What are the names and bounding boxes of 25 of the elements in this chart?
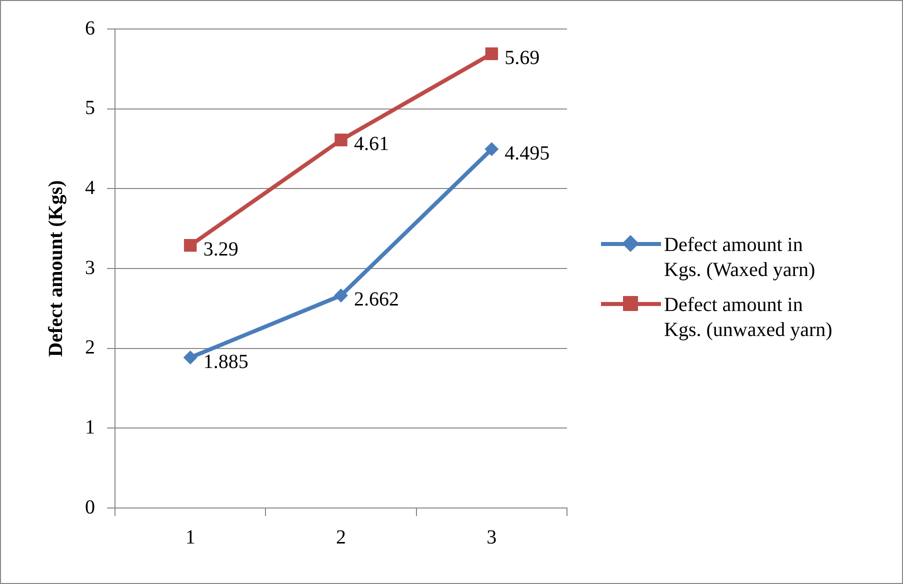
data-label: 4.61	[354, 133, 389, 156]
data-label: 4.495	[504, 142, 550, 164]
point	[484, 142, 499, 156]
y-tick-label: 1	[85, 416, 95, 438]
point	[183, 350, 198, 365]
legend-label: Defect amount in Kgs. (unwaxed yarn)	[664, 293, 834, 343]
x-tick-label: 2	[336, 526, 346, 548]
data-label: 2.662	[354, 288, 399, 311]
point	[485, 47, 498, 60]
data-label: 5.69	[504, 47, 540, 69]
y-tick-label: 6	[85, 17, 95, 40]
legend-label: Defect amount in Kgs. (Waxed yarn)	[664, 233, 816, 283]
x-tick-label: 3	[486, 526, 497, 548]
point	[334, 134, 348, 146]
x-tick-label: 1	[185, 526, 196, 548]
y-tick-label: 3	[85, 256, 95, 279]
y-tick-label: 4	[85, 176, 95, 199]
y-tick-label: 5	[85, 97, 95, 120]
point	[184, 238, 197, 252]
data-label: 1.885	[203, 350, 248, 373]
point	[334, 288, 348, 302]
data-label: 3.29	[203, 238, 238, 261]
y-tick-label: 0	[85, 496, 95, 518]
y-tick-label: 2	[85, 336, 95, 359]
y-axis-title: Defect amount (Kgs)	[45, 180, 68, 357]
